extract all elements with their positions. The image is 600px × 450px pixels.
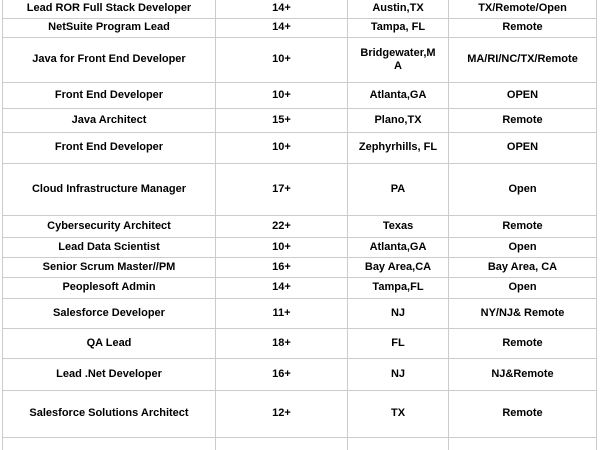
table-row: Cybersecurity Architect 22+ Texas Remote	[2, 214, 597, 238]
location-text: Atlanta,GA	[369, 88, 427, 101]
experience-cell[interactable]: 10+	[215, 36, 348, 83]
table-row: Salesforce Solutions Architect 12+ TX Re…	[2, 389, 597, 438]
location-text: Tampa, FL	[370, 21, 426, 33]
experience-cell[interactable]: 17+	[215, 162, 348, 216]
job-title-cell[interactable]	[2, 436, 216, 450]
table-row: Salesforce Developer 11+ NJ NY/NJ& Remot…	[2, 297, 597, 329]
job-title-cell[interactable]: Lead .Net Developer	[2, 357, 216, 391]
job-title-cell[interactable]: Java for Front End Developer	[2, 36, 216, 83]
status-cell[interactable]: OPEN	[448, 131, 597, 164]
status-cell[interactable]: Open	[448, 236, 597, 258]
experience-cell[interactable]: 22+	[215, 214, 348, 238]
location-cell[interactable]: Zephyrhills, FL	[347, 131, 449, 164]
status-cell[interactable]: Bay Area, CA	[448, 256, 597, 278]
status-cell[interactable]: Open	[448, 276, 597, 299]
table-row-partial	[2, 436, 597, 450]
job-title-cell[interactable]: Senior Scrum Master//PM	[2, 256, 216, 278]
location-cell[interactable]: Tampa, FL	[347, 17, 449, 38]
experience-cell[interactable]	[215, 436, 348, 450]
experience-cell[interactable]: 14+	[215, 276, 348, 299]
job-title-cell[interactable]: Front End Developer	[2, 131, 216, 164]
job-title-cell[interactable]: QA Lead	[2, 327, 216, 359]
status-cell[interactable]: Remote	[448, 214, 597, 238]
experience-cell[interactable]: 11+	[215, 297, 348, 329]
location-text: Zephyrhills, FL	[358, 141, 438, 153]
job-title-cell[interactable]: NetSuite Program Lead	[2, 17, 216, 38]
job-title-cell[interactable]: Java Architect	[2, 107, 216, 133]
location-text: Atlanta,GA	[369, 240, 427, 253]
table-row: Lead .Net Developer 16+ NJ NJ&Remote	[2, 357, 597, 391]
location-cell[interactable]: NJ	[347, 297, 449, 329]
table-row: Lead ROR Full Stack Developer 14+ Austin…	[2, 0, 597, 19]
location-text: Plano,TX	[374, 113, 422, 126]
table-row: Front End Developer 10+ Atlanta,GA OPEN	[2, 81, 597, 109]
table-row: Java Architect 15+ Plano,TX Remote	[2, 107, 597, 133]
job-title-cell[interactable]: Lead ROR Full Stack Developer	[2, 0, 216, 19]
table-row: Senior Scrum Master//PM 16+ Bay Area,CA …	[2, 256, 597, 278]
job-title-cell[interactable]: Cloud Infrastructure Manager	[2, 162, 216, 216]
table-row: Peoplesoft Admin 14+ Tampa,FL Open	[2, 276, 597, 299]
status-cell[interactable]: NJ&Remote	[448, 357, 597, 391]
experience-cell[interactable]: 16+	[215, 357, 348, 391]
status-cell[interactable]: Remote	[448, 327, 597, 359]
location-text: PA	[390, 182, 406, 195]
table-row: Java for Front End Developer 10+ Bridgew…	[2, 36, 597, 83]
location-cell[interactable]: Tampa,FL	[347, 276, 449, 299]
status-cell[interactable]	[448, 436, 597, 450]
status-cell[interactable]: NY/NJ& Remote	[448, 297, 597, 329]
table-row: Lead Data Scientist 10+ Atlanta,GA Open	[2, 236, 597, 258]
location-text: NJ	[390, 306, 406, 319]
experience-cell[interactable]: 18+	[215, 327, 348, 359]
location-cell[interactable]: Texas	[347, 214, 449, 238]
table-row: QA Lead 18+ FL Remote	[2, 327, 597, 359]
location-text: NJ	[390, 367, 406, 380]
status-cell[interactable]: OPEN	[448, 81, 597, 109]
location-cell[interactable]: FL	[347, 327, 449, 359]
job-title-cell[interactable]: Salesforce Developer	[2, 297, 216, 329]
location-cell[interactable]: PA	[347, 162, 449, 216]
experience-cell[interactable]: 10+	[215, 236, 348, 258]
location-cell[interactable]: NJ	[347, 357, 449, 391]
location-text: Austin,TX	[372, 2, 424, 15]
status-cell[interactable]: Remote	[448, 107, 597, 133]
job-title-cell[interactable]: Peoplesoft Admin	[2, 276, 216, 299]
location-cell[interactable]: TX	[347, 389, 449, 438]
job-title-cell[interactable]: Lead Data Scientist	[2, 236, 216, 258]
location-text: Texas	[382, 219, 414, 232]
location-cell[interactable]	[347, 436, 449, 450]
location-text: Tampa,FL	[372, 281, 424, 293]
status-cell[interactable]: TX/Remote/Open	[448, 0, 597, 19]
job-title-cell[interactable]: Front End Developer	[2, 81, 216, 109]
experience-cell[interactable]: 14+	[215, 17, 348, 38]
table-row: NetSuite Program Lead 14+ Tampa, FL Remo…	[2, 17, 597, 38]
table-row: Cloud Infrastructure Manager 17+ PA Open	[2, 162, 597, 216]
experience-cell[interactable]: 10+	[215, 131, 348, 164]
status-cell[interactable]: Remote	[448, 17, 597, 38]
location-cell[interactable]: Bridgewater,MA	[347, 36, 449, 83]
experience-cell[interactable]: 14+	[215, 0, 348, 19]
status-cell[interactable]: MA/RI/NC/TX/Remote	[448, 36, 597, 83]
experience-cell[interactable]: 12+	[215, 389, 348, 438]
location-cell[interactable]: Bay Area,CA	[347, 256, 449, 278]
status-cell[interactable]: Remote	[448, 389, 597, 438]
location-cell[interactable]: Plano,TX	[347, 107, 449, 133]
experience-cell[interactable]: 16+	[215, 256, 348, 278]
location-cell[interactable]: Austin,TX	[347, 0, 449, 19]
experience-cell[interactable]: 10+	[215, 81, 348, 109]
location-text: TX	[390, 407, 406, 419]
location-cell[interactable]: Atlanta,GA	[347, 81, 449, 109]
experience-cell[interactable]: 15+	[215, 107, 348, 133]
table-row: Front End Developer 10+ Zephyrhills, FL …	[2, 131, 597, 164]
status-cell[interactable]: Open	[448, 162, 597, 216]
job-title-cell[interactable]: Cybersecurity Architect	[2, 214, 216, 238]
location-text: Bay Area,CA	[364, 260, 432, 273]
job-title-cell[interactable]: Salesforce Solutions Architect	[2, 389, 216, 438]
location-text: FL	[391, 336, 405, 349]
location-text: Bridgewater,MA	[360, 46, 436, 72]
location-cell[interactable]: Atlanta,GA	[347, 236, 449, 258]
